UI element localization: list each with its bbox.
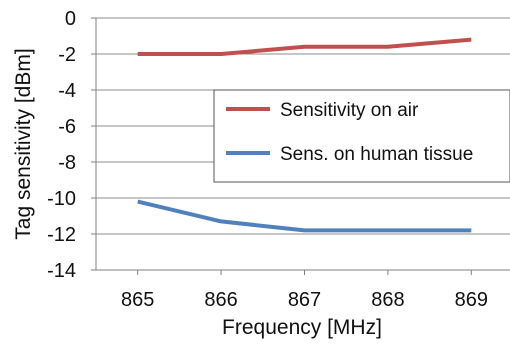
y-tick-label: -6: [58, 116, 76, 138]
y-tick-label: -14: [47, 260, 76, 282]
x-axis-title: Frequency [MHz]: [222, 316, 382, 339]
legend-label-air: Sensitivity on air: [280, 100, 419, 121]
legend-label-tissue: Sens. on human tissue: [280, 144, 473, 165]
legend: Sensitivity on air Sens. on human tissue: [213, 89, 510, 183]
y-tick-label: -8: [58, 152, 76, 174]
y-tick-label: -10: [47, 188, 76, 210]
x-tick-label: 869: [455, 289, 488, 311]
legend-box: [213, 89, 510, 183]
series-lines: [137, 37, 472, 233]
y-tick-labels: 0 -2 -4 -6 -8 -10 -12 -14: [47, 8, 76, 282]
x-tick-label: 867: [288, 289, 321, 311]
y-tick-label: 0: [65, 8, 76, 30]
y-tick-label: -2: [58, 44, 76, 66]
x-tick-labels: 865 866 867 868 869: [121, 270, 488, 311]
y-tick-label: -12: [47, 224, 76, 246]
y-tick-label: -4: [58, 80, 76, 102]
y-axis-title: Tag sensitivity [dBm]: [12, 48, 35, 239]
series-line-air: [137, 37, 472, 56]
x-tick-label: 865: [121, 289, 154, 311]
series-line-tissue: [137, 199, 472, 233]
x-tick-label: 866: [204, 289, 237, 311]
x-tick-label: 868: [371, 289, 404, 311]
